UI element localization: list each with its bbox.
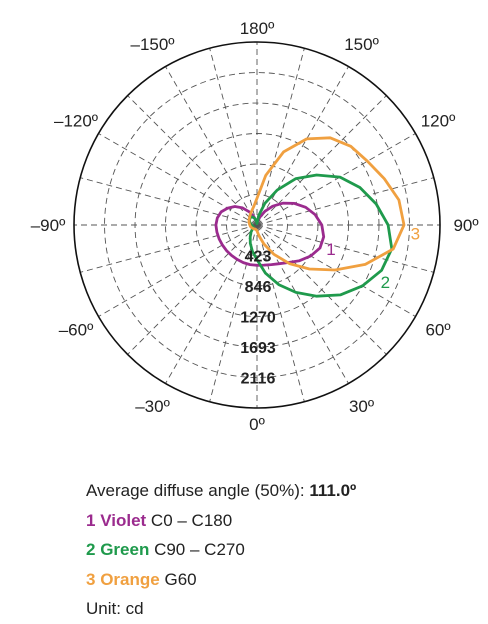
grid-spoke xyxy=(256,133,416,226)
angle-label: 30º xyxy=(349,397,374,416)
average-label: Average diffuse angle (50%): xyxy=(86,481,305,500)
legend-item-orange: 3 Orange G60 xyxy=(86,565,356,595)
angle-label: 120º xyxy=(421,112,456,131)
legend-range: G60 xyxy=(164,569,197,589)
radial-label: 423 xyxy=(245,249,272,266)
angle-labels: 180º150º–150º120º–120º90º–90º60º–60º30º–… xyxy=(31,19,479,434)
legend-number: 1 xyxy=(86,510,96,530)
grid-spoke xyxy=(80,224,258,273)
angle-label: 180º xyxy=(240,19,275,38)
legend: Average diffuse angle (50%): 111.0º 1 Vi… xyxy=(86,476,356,624)
angle-label: 0º xyxy=(249,415,265,434)
radial-label: 1270 xyxy=(240,310,276,327)
grid-spoke xyxy=(209,48,258,226)
grid-spoke xyxy=(256,66,349,226)
grid-spoke xyxy=(80,177,258,226)
grid-spoke xyxy=(256,224,434,273)
grid-spoke xyxy=(98,224,258,317)
grid-spoke xyxy=(256,224,305,402)
angle-label: –150º xyxy=(130,35,174,54)
polar-chart: 180º150º–150º120º–120º90º–90º60º–60º30º–… xyxy=(31,19,479,434)
legend-average-row: Average diffuse angle (50%): 111.0º xyxy=(86,476,356,506)
angle-label: –30º xyxy=(135,397,170,416)
grid-spoke xyxy=(256,224,387,355)
curve-3 xyxy=(247,136,406,272)
average-value: 111.0º xyxy=(309,481,357,500)
radial-label: 1693 xyxy=(240,340,276,357)
legend-name: Orange xyxy=(100,569,160,589)
grid-spoke xyxy=(165,66,258,226)
legend-unit: Unit: cd xyxy=(86,599,144,618)
chart-curves xyxy=(214,136,406,298)
radial-label: 846 xyxy=(245,279,272,296)
grid-spoke xyxy=(165,224,258,384)
radial-label: 2116 xyxy=(241,371,276,388)
legend-range: C0 – C180 xyxy=(150,510,233,530)
angle-label: –60º xyxy=(59,321,94,340)
curve-number-1: 1 xyxy=(326,240,335,259)
curve-number-2: 2 xyxy=(381,273,390,292)
grid-spoke xyxy=(256,48,305,226)
grid-spoke xyxy=(98,133,258,226)
angle-label: 150º xyxy=(344,35,379,54)
grid-spoke xyxy=(127,95,258,226)
legend-name: Violet xyxy=(100,510,147,530)
legend-item-green: 2 Green C90 – C270 xyxy=(86,535,356,565)
grid-spoke xyxy=(256,177,434,226)
legend-number: 2 xyxy=(86,540,96,559)
legend-name: Green xyxy=(100,540,150,559)
outer-circle xyxy=(73,41,441,409)
legend-item-violet: 1 Violet C0 – C180 xyxy=(86,506,356,536)
angle-label: 60º xyxy=(425,321,450,340)
angle-label: 90º xyxy=(453,216,478,235)
grid-spoke xyxy=(209,224,258,402)
radial-labels: 423 846 1270 1693 2116 xyxy=(240,249,276,388)
angle-label: –120º xyxy=(54,112,98,131)
angle-label: –90º xyxy=(31,216,66,235)
legend-range: C90 – C270 xyxy=(154,540,245,559)
grid-spoke xyxy=(127,224,258,355)
curve-number-3: 3 xyxy=(411,224,420,243)
curve-numbers: 1 2 3 xyxy=(326,224,420,292)
legend-number: 3 xyxy=(86,569,96,589)
